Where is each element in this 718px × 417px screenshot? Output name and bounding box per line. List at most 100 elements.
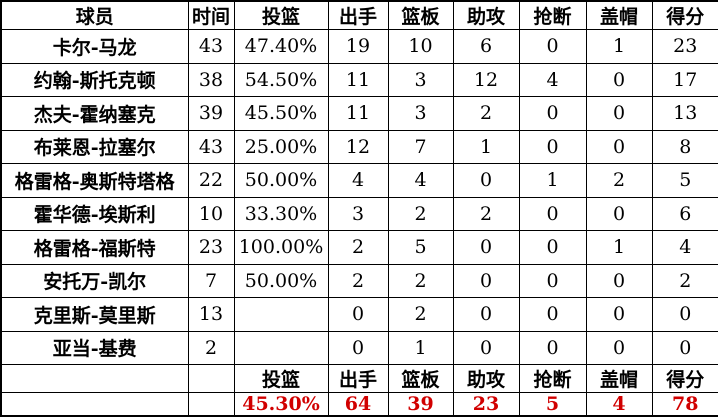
- cell-fg-pct: 50.00%: [233, 263, 329, 298]
- cell-player: 杰夫-霍纳塞克: [0, 96, 189, 131]
- table-row: 安托万-凯尔 7 50.00% 2 2 0 0 0 2: [0, 263, 718, 298]
- cell-rebounds: 2: [387, 263, 454, 298]
- cell-blocks: 0: [585, 96, 653, 131]
- cell-blocks: 0: [585, 62, 653, 97]
- footer-col-header-assists: 助攻: [452, 364, 520, 393]
- cell-minutes: 22: [187, 163, 235, 198]
- total-assists: 23: [452, 392, 520, 417]
- cell-fg-pct: [233, 330, 329, 365]
- cell-fga: 3: [327, 196, 389, 231]
- cell-rebounds: 5: [387, 230, 454, 265]
- cell-player: 布莱恩-拉塞尔: [0, 129, 189, 164]
- cell-steals: 0: [518, 297, 587, 332]
- cell-fga: 2: [327, 263, 389, 298]
- cell-player: 安托万-凯尔: [0, 263, 189, 298]
- footer-col-header-points: 得分: [651, 364, 718, 393]
- total-rebounds: 39: [387, 392, 454, 417]
- footer-col-header-fga: 出手: [327, 364, 389, 393]
- cell-steals: 0: [518, 263, 587, 298]
- total-fg-pct: 45.30%: [233, 392, 329, 417]
- cell-player: 格雷格-奥斯特塔格: [0, 163, 189, 198]
- table-row: 格雷格-福斯特 23 100.00% 2 5 0 0 1 4: [0, 230, 718, 265]
- cell-fga: 19: [327, 29, 389, 64]
- cell-steals: 0: [518, 196, 587, 231]
- totals-empty-cell: [187, 392, 235, 417]
- cell-assists: 2: [452, 96, 520, 131]
- table-footer: 投篮 出手 篮板 助攻 抢断 盖帽 得分 45.30% 64 39 23 5 4 78: [0, 364, 718, 417]
- cell-assists: 12: [452, 62, 520, 97]
- cell-player: 格雷格-福斯特: [0, 230, 189, 265]
- cell-fga: 4: [327, 163, 389, 198]
- total-fga: 64: [327, 392, 389, 417]
- col-header-steals: 抢断: [518, 0, 587, 30]
- cell-rebounds: 10: [387, 29, 454, 64]
- cell-rebounds: 3: [387, 96, 454, 131]
- table-body: 卡尔-马龙 43 47.40% 19 10 6 0 1 23 约翰-斯托克顿 38 54.50% 11 3…: [0, 29, 718, 365]
- col-header-points: 得分: [651, 0, 718, 30]
- cell-player: 约翰-斯托克顿: [0, 62, 189, 97]
- col-header-player: 球员: [0, 0, 189, 30]
- footer-col-header-steals: 抢断: [518, 364, 587, 393]
- header-row: 球员 时间 投篮 出手 篮板 助攻 抢断 盖帽 得分: [0, 0, 718, 30]
- totals-row: 45.30% 64 39 23 5 4 78: [0, 392, 718, 417]
- cell-points: 8: [651, 129, 718, 164]
- cell-minutes: 7: [187, 263, 235, 298]
- cell-minutes: 13: [187, 297, 235, 332]
- cell-steals: 0: [518, 129, 587, 164]
- cell-minutes: 38: [187, 62, 235, 97]
- cell-player: 卡尔-马龙: [0, 29, 189, 64]
- footer-header-row: 投篮 出手 篮板 助攻 抢断 盖帽 得分: [0, 364, 718, 393]
- cell-points: 4: [651, 230, 718, 265]
- cell-fg-pct: [233, 297, 329, 332]
- table-header: 球员 时间 投篮 出手 篮板 助攻 抢断 盖帽 得分: [0, 0, 718, 30]
- cell-steals: 0: [518, 230, 587, 265]
- table-row: 卡尔-马龙 43 47.40% 19 10 6 0 1 23: [0, 29, 718, 64]
- cell-blocks: 0: [585, 330, 653, 365]
- cell-fga: 12: [327, 129, 389, 164]
- cell-rebounds: 1: [387, 330, 454, 365]
- table-row: 克里斯-莫里斯 13 0 2 0 0 0 0: [0, 297, 718, 332]
- cell-fg-pct: 100.00%: [233, 230, 329, 265]
- cell-minutes: 43: [187, 129, 235, 164]
- cell-points: 0: [651, 330, 718, 365]
- cell-rebounds: 3: [387, 62, 454, 97]
- cell-steals: 0: [518, 29, 587, 64]
- cell-rebounds: 2: [387, 297, 454, 332]
- footer-col-header-blocks: 盖帽: [585, 364, 653, 393]
- cell-minutes: 43: [187, 29, 235, 64]
- cell-points: 23: [651, 29, 718, 64]
- col-header-minutes: 时间: [187, 0, 235, 30]
- cell-fg-pct: 25.00%: [233, 129, 329, 164]
- cell-points: 2: [651, 263, 718, 298]
- cell-minutes: 10: [187, 196, 235, 231]
- footer-empty-cell: [0, 364, 189, 393]
- cell-player: 亚当-基费: [0, 330, 189, 365]
- cell-fg-pct: 45.50%: [233, 96, 329, 131]
- col-header-rebounds: 篮板: [387, 0, 454, 30]
- table-row: 杰夫-霍纳塞克 39 45.50% 11 3 2 0 0 13: [0, 96, 718, 131]
- cell-assists: 0: [452, 330, 520, 365]
- totals-empty-cell: [0, 392, 189, 417]
- cell-steals: 4: [518, 62, 587, 97]
- cell-minutes: 39: [187, 96, 235, 131]
- cell-blocks: 1: [585, 230, 653, 265]
- cell-fga: 11: [327, 96, 389, 131]
- cell-fg-pct: 33.30%: [233, 196, 329, 231]
- cell-fga: 0: [327, 330, 389, 365]
- cell-blocks: 0: [585, 297, 653, 332]
- cell-fg-pct: 50.00%: [233, 163, 329, 198]
- cell-fga: 0: [327, 297, 389, 332]
- cell-steals: 0: [518, 330, 587, 365]
- table-row: 布莱恩-拉塞尔 43 25.00% 12 7 1 0 0 8: [0, 129, 718, 164]
- cell-fga: 2: [327, 230, 389, 265]
- table-row: 霍华德-埃斯利 10 33.30% 3 2 2 0 0 6: [0, 196, 718, 231]
- cell-player: 霍华德-埃斯利: [0, 196, 189, 231]
- table-row: 亚当-基费 2 0 1 0 0 0 0: [0, 330, 718, 365]
- cell-blocks: 0: [585, 196, 653, 231]
- cell-blocks: 1: [585, 29, 653, 64]
- footer-empty-cell: [187, 364, 235, 393]
- cell-fga: 11: [327, 62, 389, 97]
- cell-rebounds: 2: [387, 196, 454, 231]
- cell-blocks: 0: [585, 263, 653, 298]
